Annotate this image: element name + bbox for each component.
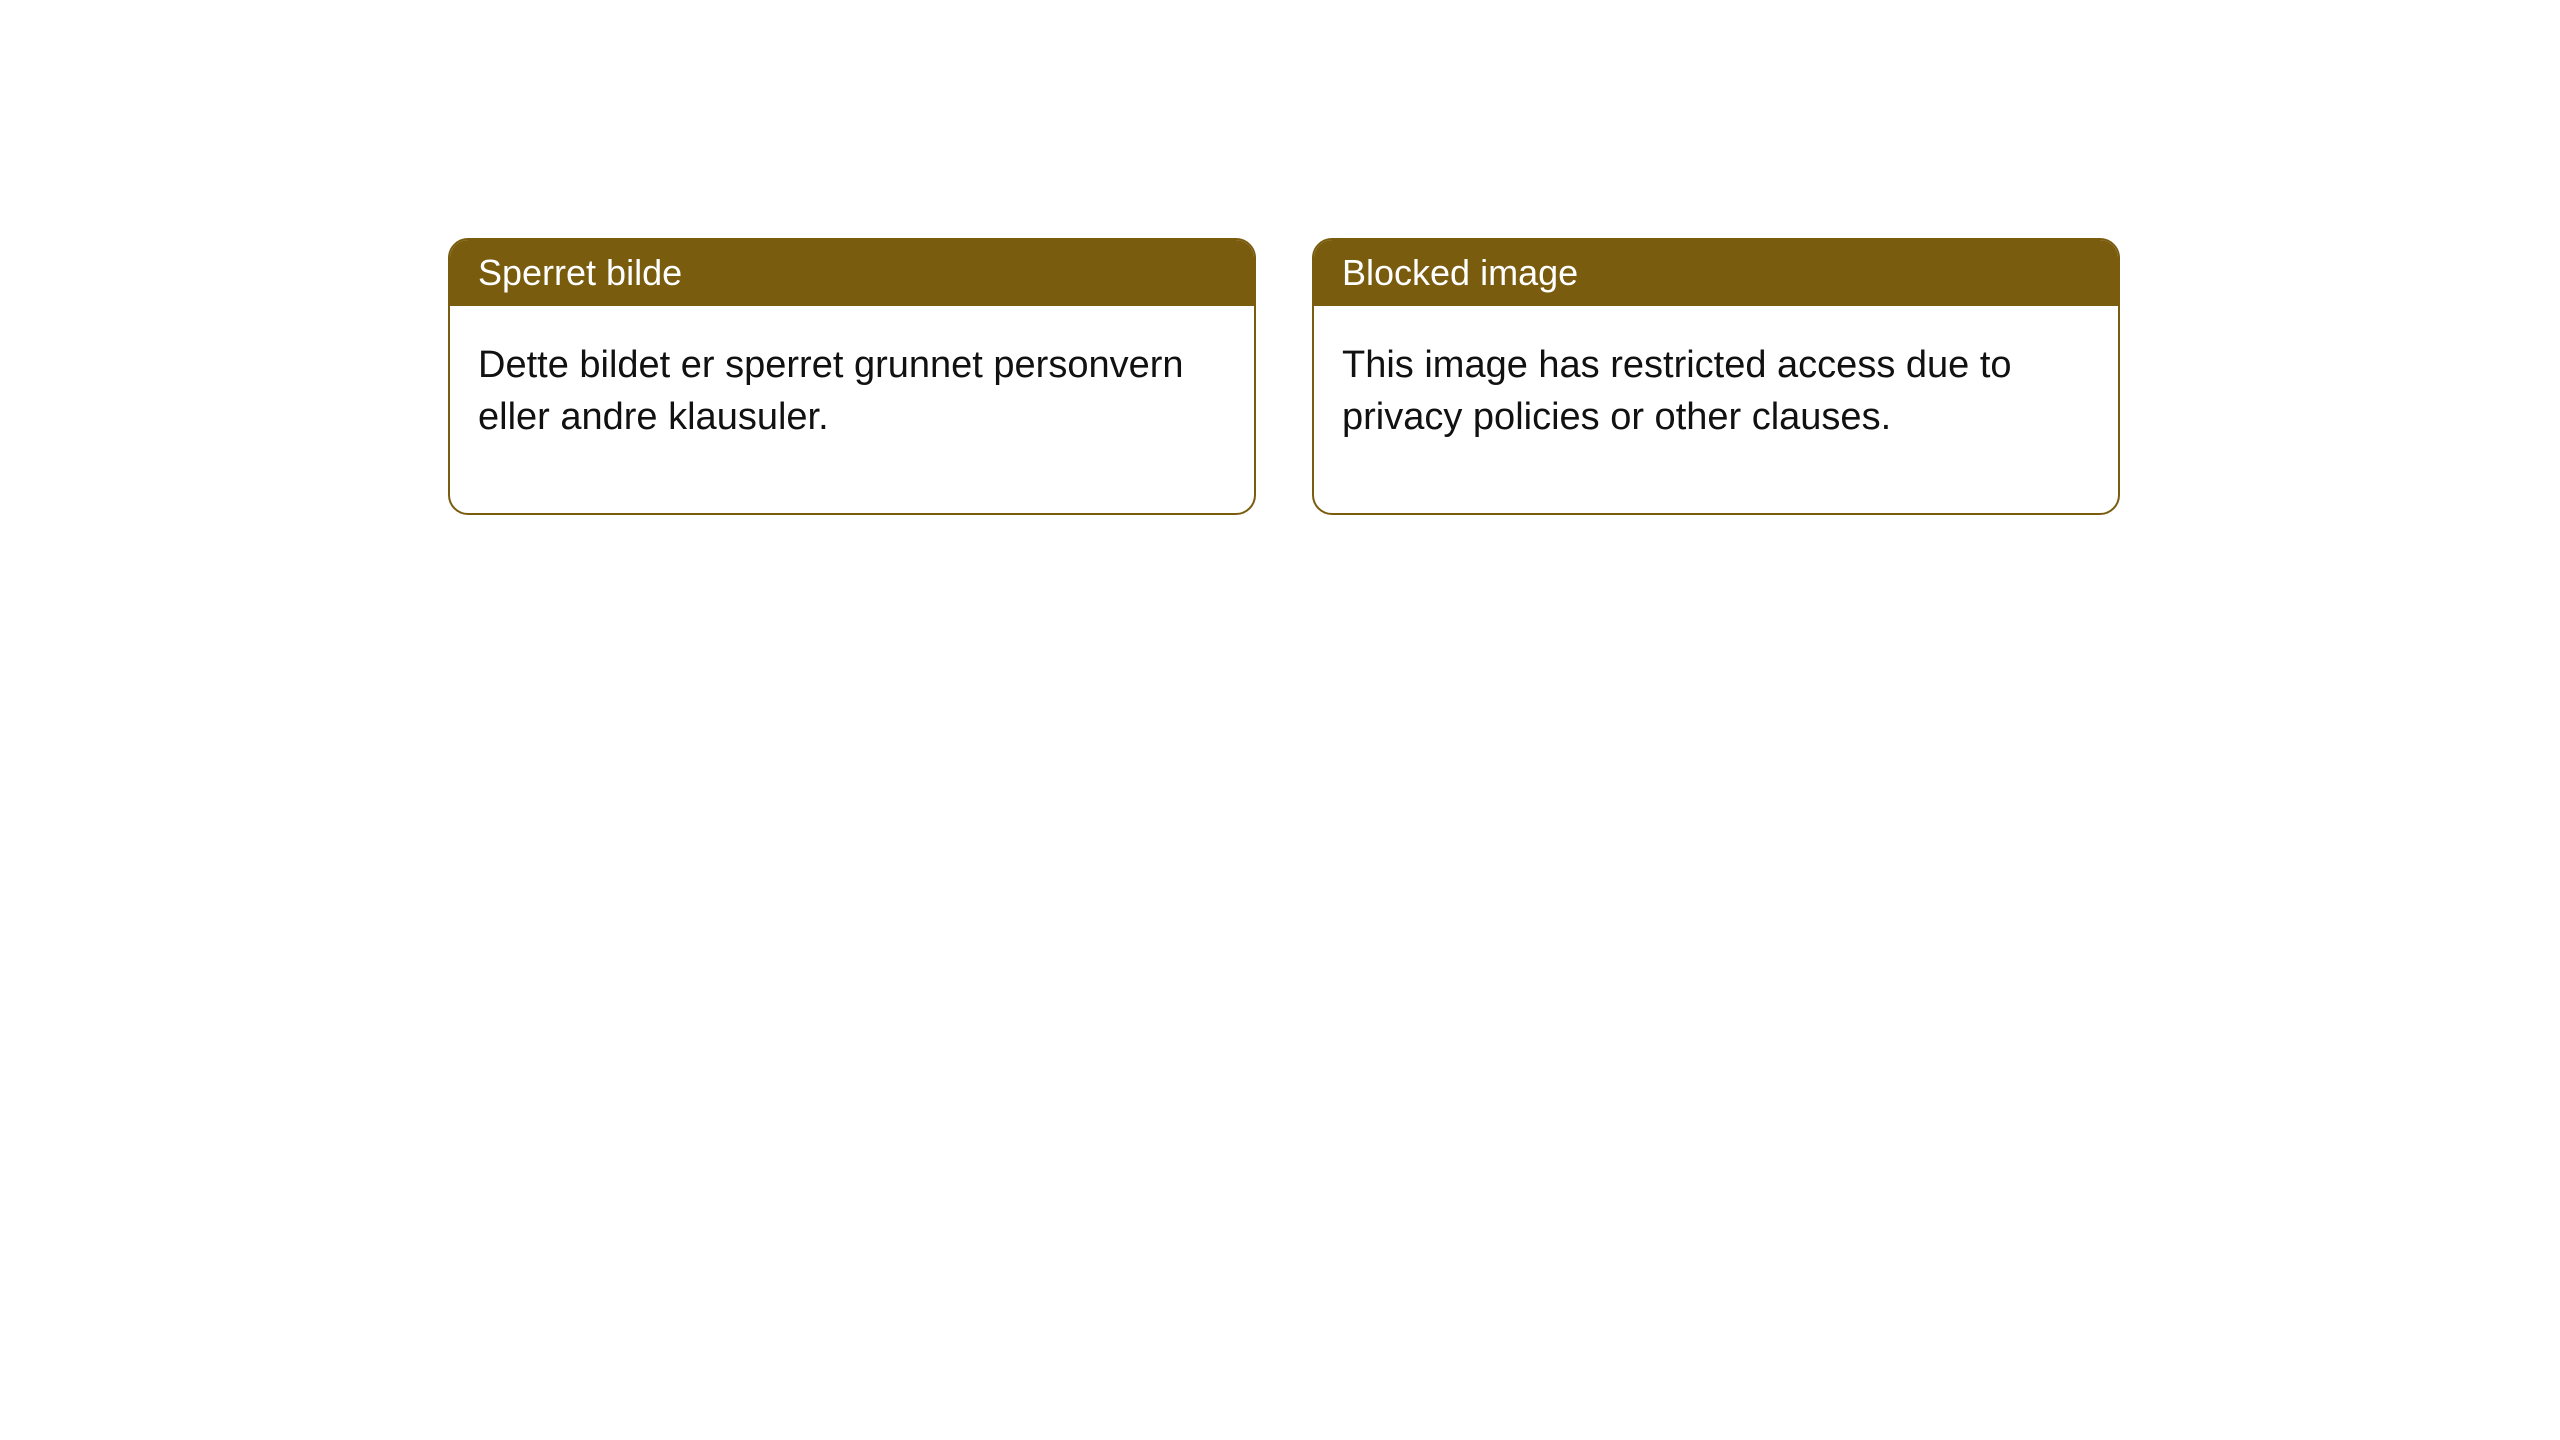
notice-card-norwegian: Sperret bilde Dette bildet er sperret gr… — [448, 238, 1256, 515]
card-header: Blocked image — [1314, 240, 2118, 306]
card-body: This image has restricted access due to … — [1314, 306, 2118, 513]
notice-container: Sperret bilde Dette bildet er sperret gr… — [0, 0, 2560, 515]
card-body: Dette bildet er sperret grunnet personve… — [450, 306, 1254, 513]
card-header: Sperret bilde — [450, 240, 1254, 306]
notice-card-english: Blocked image This image has restricted … — [1312, 238, 2120, 515]
